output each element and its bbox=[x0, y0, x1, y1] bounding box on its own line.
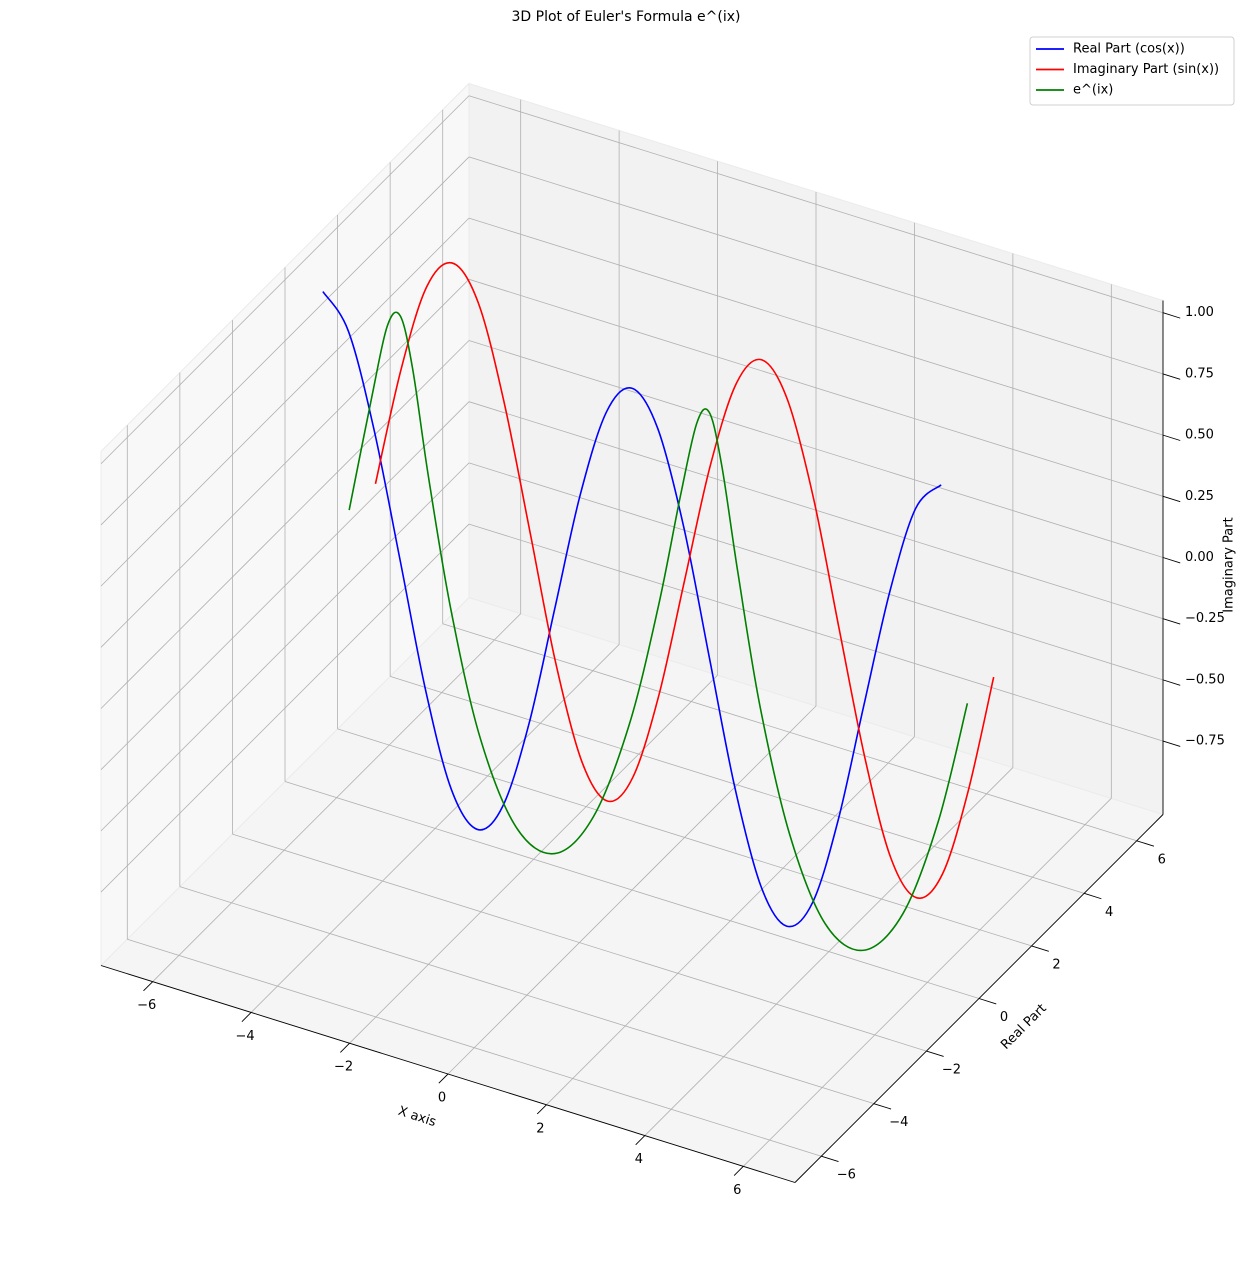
y-tick-label: 4 bbox=[1105, 905, 1113, 920]
y-tick bbox=[1031, 945, 1049, 952]
x-tick-label: 6 bbox=[733, 1183, 741, 1198]
legend-label: Real Part (cos(x)) bbox=[1073, 42, 1185, 57]
z-tick-label: 0.75 bbox=[1185, 366, 1214, 381]
grid-line bbox=[468, 217, 1164, 436]
x-tick-label: −6 bbox=[137, 998, 156, 1013]
chart-title: 3D Plot of Euler's Formula e^(ix) bbox=[512, 9, 741, 25]
y-tick bbox=[1136, 840, 1155, 847]
x-tick-label: 2 bbox=[536, 1121, 544, 1136]
z-tick bbox=[1162, 312, 1181, 319]
grid-line bbox=[468, 278, 1164, 497]
y-axis-line bbox=[794, 814, 1164, 1183]
grid-line bbox=[468, 95, 1164, 314]
grid-line bbox=[100, 401, 470, 770]
y-tick-label: 2 bbox=[1052, 957, 1060, 972]
grid-line bbox=[232, 833, 927, 1052]
z-tick-label: −0.25 bbox=[1185, 611, 1225, 626]
z-tick bbox=[1162, 740, 1181, 747]
grid-line bbox=[100, 95, 470, 465]
y-tick bbox=[1084, 892, 1102, 900]
z-tick bbox=[1162, 557, 1181, 564]
z-tick-label: 0.00 bbox=[1185, 550, 1214, 565]
legend-box bbox=[1029, 36, 1235, 106]
x-tick bbox=[536, 1104, 547, 1115]
z-axis-label: Imaginary Part bbox=[1222, 517, 1237, 612]
y-tick bbox=[926, 1050, 944, 1057]
grid-line bbox=[468, 156, 1164, 375]
z-tick bbox=[1162, 434, 1181, 441]
grid bbox=[100, 95, 1164, 1167]
z-tick-label: 0.25 bbox=[1185, 489, 1214, 504]
grid-line bbox=[179, 886, 874, 1105]
grid-line bbox=[100, 462, 470, 832]
legend: Real Part (cos(x)) Imaginary Part (sin(x)… bbox=[1029, 36, 1235, 106]
z-tick bbox=[1162, 495, 1181, 503]
x-tick-label: 0 bbox=[438, 1091, 446, 1106]
grid-line bbox=[100, 340, 470, 709]
z-tick-label: 1.00 bbox=[1185, 305, 1214, 320]
y-tick bbox=[821, 1155, 839, 1163]
y-tick-label: −2 bbox=[942, 1063, 961, 1078]
x-tick bbox=[241, 1012, 252, 1022]
z-tick bbox=[1162, 679, 1181, 686]
z-tick bbox=[1162, 618, 1181, 625]
y-tick-label: 0 bbox=[1000, 1010, 1008, 1025]
series-line bbox=[374, 261, 995, 899]
series-line bbox=[348, 311, 969, 952]
x-tick-label: 4 bbox=[635, 1152, 643, 1167]
x-tick-label: −4 bbox=[236, 1029, 255, 1044]
grid-line bbox=[337, 728, 1032, 947]
x-axis-line bbox=[100, 965, 796, 1183]
grid-line bbox=[468, 523, 1164, 742]
y-tick-label: 6 bbox=[1158, 852, 1166, 867]
x-tick-label: −2 bbox=[334, 1060, 353, 1075]
y-tick bbox=[873, 1103, 892, 1110]
y-tick-label: −6 bbox=[837, 1168, 856, 1183]
legend-label: Imaginary Part (sin(x)) bbox=[1073, 62, 1219, 77]
x-tick bbox=[733, 1166, 744, 1176]
z-tick-label: −0.75 bbox=[1185, 734, 1225, 749]
grid-line bbox=[100, 523, 470, 893]
x-tick bbox=[438, 1073, 449, 1084]
lines bbox=[322, 261, 995, 952]
x-tick bbox=[340, 1042, 350, 1053]
x-tick bbox=[143, 981, 153, 992]
z-tick-label: 0.50 bbox=[1185, 428, 1214, 443]
series-line bbox=[322, 291, 942, 928]
z-tick-label: −0.50 bbox=[1185, 672, 1225, 687]
z-tick bbox=[1162, 373, 1181, 380]
grid-line bbox=[100, 156, 470, 526]
legend-label: e^(ix) bbox=[1073, 83, 1113, 98]
y-tick-label: −4 bbox=[889, 1115, 908, 1130]
grid-line bbox=[100, 217, 470, 587]
y-tick bbox=[978, 998, 997, 1005]
grid-line bbox=[442, 623, 1137, 842]
grid-line bbox=[468, 462, 1164, 681]
x-tick bbox=[635, 1135, 646, 1146]
axes: −6 −4 −2 0 2 4 6 −6 −4 −2 0 2 4 6 1.00 0.75 0.50 0.25 0.00… bbox=[100, 300, 1225, 1198]
grid-line bbox=[468, 340, 1164, 558]
grid-line bbox=[390, 675, 1085, 894]
grid-line bbox=[127, 938, 822, 1157]
grid-line bbox=[284, 781, 980, 999]
